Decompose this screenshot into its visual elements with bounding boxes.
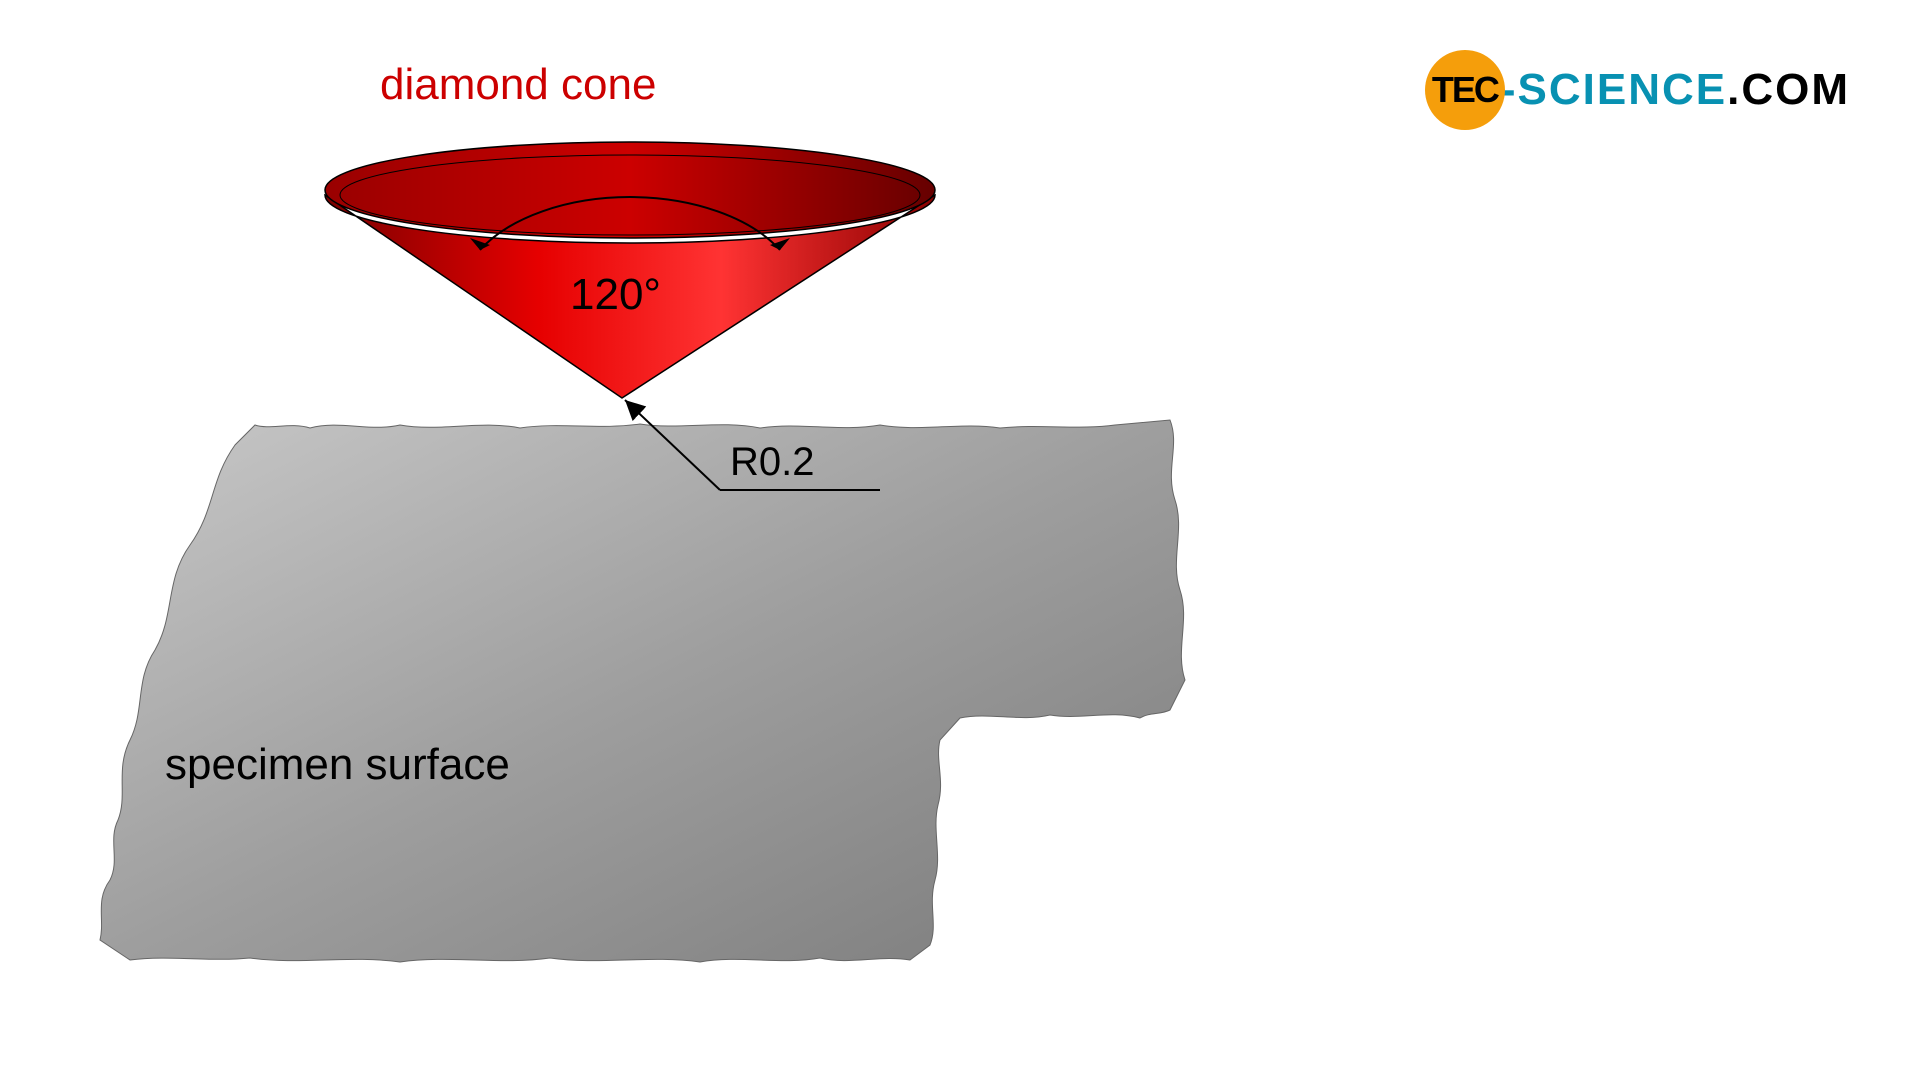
angle-label: 120° xyxy=(570,270,661,320)
logo-circle: TEC xyxy=(1425,50,1505,130)
radius-label: R0.2 xyxy=(730,440,815,485)
logo-tec-text: TEC xyxy=(1432,69,1498,111)
diamond-cone-top xyxy=(325,142,935,238)
diagram-container xyxy=(0,0,1920,1080)
specimen-label: specimen surface xyxy=(165,740,510,790)
specimen-surface xyxy=(100,420,1185,962)
diagram-svg xyxy=(0,0,1920,1080)
